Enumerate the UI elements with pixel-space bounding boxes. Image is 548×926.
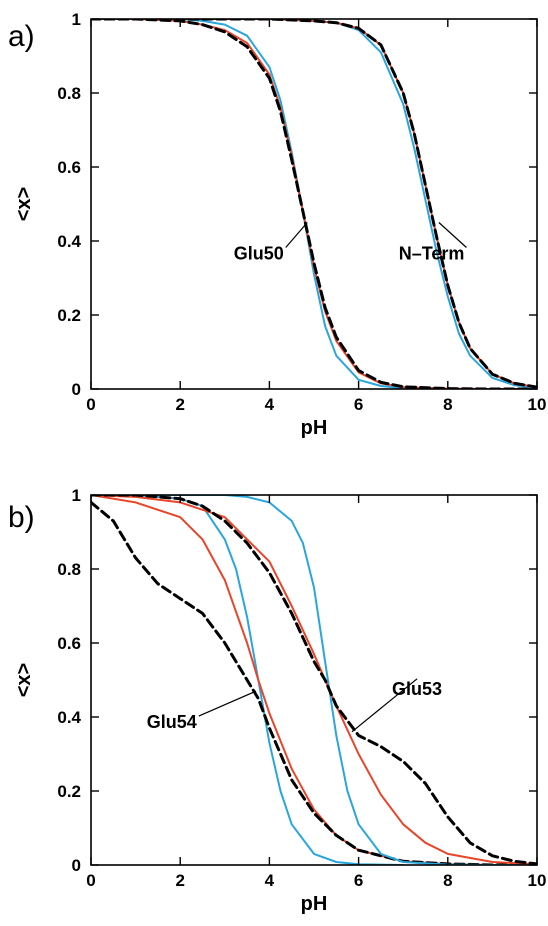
y-tick-label: 0.6 (57, 634, 81, 653)
chart-panel-a: 0 2 4 6 8 10 0 0.2 0.4 0.6 0.8 1 pH <x> a) Glu50 N–Term (8, 10, 546, 439)
y-tick-label: 0.6 (57, 158, 81, 177)
panel-label: b) (8, 501, 35, 534)
y-tick-label: 1 (72, 10, 81, 29)
x-axis-label: pH (301, 893, 328, 915)
plot-frame (90, 18, 538, 390)
y-tick-label: 0.8 (57, 84, 81, 103)
annotation-label: Glu54 (147, 712, 197, 732)
glu-dashed-curve (91, 19, 537, 389)
x-tick-label: 10 (528, 871, 547, 890)
x-tick-label: 10 (528, 395, 547, 414)
y-tick-label: 0.8 (57, 560, 81, 579)
second-red-curve (91, 19, 537, 389)
x-tick-label: 6 (354, 871, 363, 890)
y-tick-label: 0.2 (57, 306, 81, 325)
y-axis-label: <x> (13, 663, 35, 697)
annotation-leader-line (351, 678, 418, 733)
y-axis-label: <x> (13, 187, 35, 221)
second-dashed-curve (91, 495, 537, 865)
annotation-label: N–Term (399, 244, 465, 264)
x-tick-label: 6 (354, 395, 363, 414)
y-tick-label: 0 (72, 380, 81, 399)
x-tick-label: 0 (86, 395, 95, 414)
y-tick-label: 0.2 (57, 782, 81, 801)
x-tick-label: 8 (443, 395, 452, 414)
series-group (91, 19, 537, 389)
second-blue-curve (91, 19, 537, 389)
chart-panel-b: 0 2 4 6 8 10 0 0.2 0.4 0.6 0.8 1 pH <x> b) Glu54 Glu53 (8, 486, 546, 915)
annotation-label: Glu50 (234, 244, 284, 264)
panel-label: a) (8, 20, 35, 53)
annotation-leader-line (198, 690, 257, 717)
x-tick-label: 4 (265, 871, 275, 890)
plot-frame (90, 494, 538, 866)
x-tick-label: 4 (265, 395, 275, 414)
y-tick-label: 0.4 (57, 708, 81, 727)
x-tick-label: 2 (175, 395, 184, 414)
annotation-label: Glu53 (392, 679, 442, 699)
x-tick-label: 2 (175, 871, 184, 890)
second-dashed-curve (91, 19, 537, 389)
y-tick-label: 0.4 (57, 232, 81, 251)
series-group (91, 495, 537, 865)
x-axis-label: pH (301, 417, 328, 439)
x-tick-label: 0 (86, 871, 95, 890)
x-tick-label: 8 (443, 871, 452, 890)
annotation-leader-line (285, 222, 308, 248)
y-tick-label: 1 (72, 486, 81, 505)
glu-red-curve (91, 19, 537, 389)
glu-dashed-curve (91, 500, 537, 865)
second-blue-curve (91, 495, 537, 865)
glu-blue-curve (91, 19, 537, 389)
glu-red-curve (91, 495, 537, 865)
annotation-leader-line (438, 222, 467, 248)
y-tick-label: 0 (72, 856, 81, 875)
